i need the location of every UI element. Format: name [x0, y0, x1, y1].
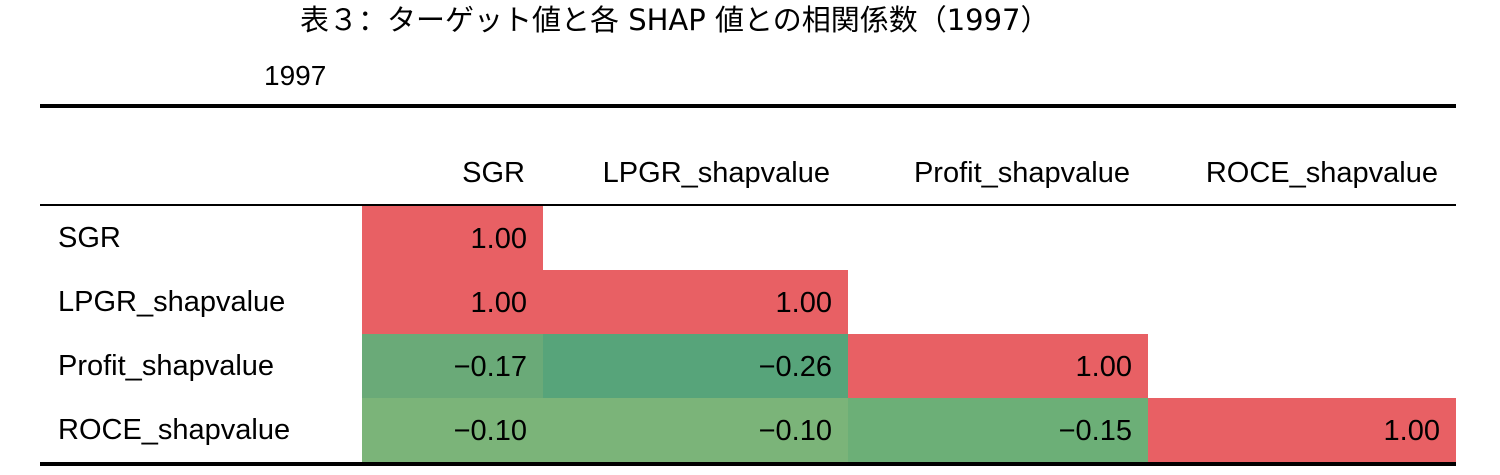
heatmap-cell: −0.26: [543, 334, 848, 398]
row-header: LPGR_shapvalue: [58, 286, 286, 318]
column-header: LPGR_shapvalue: [602, 157, 830, 189]
heatmap-cell: 1.00: [543, 270, 848, 334]
column-header: SGR: [462, 157, 525, 189]
heatmap-cell: −0.17: [362, 334, 543, 398]
bottom-rule: [40, 462, 1456, 466]
year-label: 1997: [264, 60, 327, 91]
table-title: 表３：ターゲット値と各 SHAP 値との相関係数（1997）: [300, 3, 1050, 37]
heatmap-cell: 1.00: [362, 206, 543, 270]
heatmap-cell: −0.15: [848, 398, 1148, 462]
header-rule: [40, 204, 1456, 206]
row-header: SGR: [58, 222, 121, 254]
heatmap-cell: 1.00: [1148, 398, 1456, 462]
heatmap-cell: −0.10: [362, 398, 543, 462]
row-header: Profit_shapvalue: [58, 350, 275, 382]
row-header: ROCE_shapvalue: [58, 414, 291, 446]
heatmap-cell: −0.10: [543, 398, 848, 462]
top-rule: [40, 104, 1456, 108]
column-header: Profit_shapvalue: [913, 157, 1130, 189]
column-header: ROCE_shapvalue: [1205, 157, 1438, 189]
heatmap-cell: 1.00: [848, 334, 1148, 398]
heatmap-cell: 1.00: [362, 270, 543, 334]
